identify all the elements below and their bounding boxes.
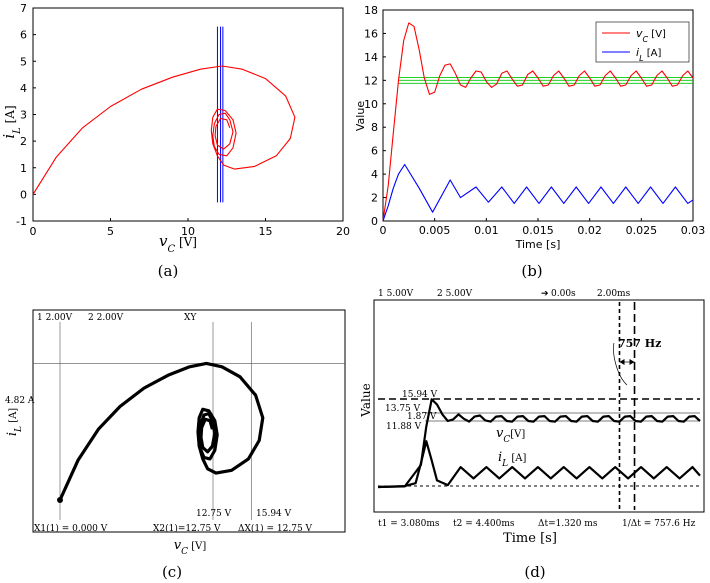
panel-c-series bbox=[57, 361, 265, 503]
panel-d-level-1188: 11.88 V bbox=[386, 422, 422, 432]
panel-a-ytick-label: 7 bbox=[20, 2, 27, 15]
panel-b-series bbox=[382, 22, 694, 222]
panel-a-series bbox=[32, 26, 296, 203]
panel-d-header-ch2: 2 5.00V bbox=[437, 289, 473, 299]
panel-c-ylabel: iL [A] bbox=[5, 408, 24, 436]
panel-b-ytick-label: 6 bbox=[371, 145, 378, 158]
panel-b-legend-box bbox=[595, 21, 690, 63]
panel-a-caption: (a) bbox=[158, 262, 179, 280]
panel-d-guides bbox=[378, 302, 700, 510]
panel-a-ytick-label: 2 bbox=[20, 135, 27, 148]
panel-d-level-1375: 13.75 V bbox=[385, 404, 421, 414]
panel-a-ytick-label: 5 bbox=[20, 55, 27, 68]
panel-b-il-line bbox=[382, 163, 694, 222]
panel-a-ytick-label: 0 bbox=[20, 188, 27, 201]
panel-c-xy-trace bbox=[58, 361, 265, 501]
panel-a-xtick-label: 10 bbox=[181, 225, 195, 238]
panel-c-x1-label: X1(1) = 0.000 V bbox=[34, 523, 108, 534]
panel-a-xtick-label: 5 bbox=[107, 225, 114, 238]
panel-d-frame bbox=[373, 299, 705, 513]
panel-c-ycursor-label: 4.82 A bbox=[5, 396, 35, 406]
panel-b: 0 0.005 0.01 0.015 0.02 0.025 0.03 0 2 4 6 8 10 12 14 1… bbox=[354, 4, 705, 280]
panel-b-ytick-label: 18 bbox=[364, 4, 378, 17]
panel-b-ytick-label: 8 bbox=[371, 121, 378, 134]
panel-b-caption: (b) bbox=[521, 262, 542, 280]
panel-b-xtick-label: 0.025 bbox=[626, 224, 658, 237]
panel-a-ytick-label: 6 bbox=[20, 29, 27, 42]
panel-b-xtick-label: 0 bbox=[380, 224, 387, 237]
panel-b-ytick-label: 2 bbox=[371, 192, 378, 205]
panel-a-xlabel: vC [V] bbox=[159, 232, 197, 255]
panel-c-caption: (c) bbox=[162, 563, 182, 581]
panel-b-xtick-label: 0.03 bbox=[681, 224, 706, 237]
panel-d: 1 5.00V 2 5.00V ➔ 0.00s 2.00ms 757 Hz 15… bbox=[359, 289, 705, 581]
panel-c-xlabel: vC [V] bbox=[174, 538, 207, 557]
legend-label-vc: vC [V] bbox=[636, 27, 666, 44]
panel-d-caption: (d) bbox=[524, 563, 545, 581]
panel-d-period-arrowheads bbox=[619, 359, 635, 365]
panel-d-il-label: iL [A] bbox=[498, 450, 526, 469]
panel-b-xtick-label: 0.01 bbox=[474, 224, 499, 237]
panel-d-vc-label: vC[V] bbox=[496, 426, 525, 445]
panel-a-xtick-label: 20 bbox=[336, 225, 350, 238]
panel-a-xtick-label: 15 bbox=[259, 225, 273, 238]
panel-c-trace-start bbox=[57, 497, 63, 503]
panel-c: 1 2.00V 2 2.00V XY 4.82 A 12.75 V 15.94 … bbox=[5, 309, 346, 581]
panel-d-footer-dt: Δt=1.320 ms bbox=[538, 519, 598, 529]
panel-b-xtick-label: 0.005 bbox=[419, 224, 451, 237]
panel-b-ytick-label: 4 bbox=[371, 168, 378, 181]
panel-d-il-trace bbox=[377, 440, 701, 489]
panel-d-freq-leader bbox=[613, 342, 628, 386]
panel-a-ylabel: iL [A] bbox=[0, 105, 23, 138]
panel-d-header-delay: 0.00s bbox=[551, 289, 576, 299]
panel-d-footer-t2: t2 = 4.400ms bbox=[453, 519, 515, 529]
legend-label-il: iL [A] bbox=[636, 46, 661, 63]
panel-b-ylabel: Value bbox=[354, 101, 367, 131]
panel-d-header-timebase: 2.00ms bbox=[597, 289, 631, 299]
panel-d-freq-label: 757 Hz bbox=[618, 337, 661, 350]
panel-d-footer-t1: t1 = 3.080ms bbox=[378, 519, 440, 529]
panel-b-xtick-label: 0.02 bbox=[577, 224, 602, 237]
panel-a-ytick-label: 4 bbox=[20, 82, 27, 95]
panel-d-level-187: 1.87 V bbox=[407, 412, 437, 422]
panel-b-ytick-label: 10 bbox=[364, 98, 378, 111]
panel-a-ytick-label: 3 bbox=[20, 109, 27, 122]
panel-d-footer-freq: 1/Δt = 757.6 Hz bbox=[622, 519, 696, 529]
panel-a-ytick-label: -1 bbox=[16, 215, 27, 228]
panel-b-ytick-label: 14 bbox=[364, 51, 378, 64]
panel-d-trigger-arrow: ➔ bbox=[541, 289, 549, 299]
panel-b-ytick-label: 12 bbox=[364, 74, 378, 87]
panel-a-phase-trajectory bbox=[32, 65, 296, 195]
panel-b-vc-line bbox=[382, 22, 694, 222]
panel-c-c2-label: 15.94 V bbox=[256, 509, 292, 519]
panel-b-ytick-label: 0 bbox=[371, 215, 378, 228]
panel-b-ytick-label: 16 bbox=[364, 27, 378, 40]
panel-c-x2-label: X2(1)=12.75 V bbox=[153, 523, 221, 534]
panel-a-ytick-label: 1 bbox=[20, 162, 27, 175]
panel-c-c1-label: 12.75 V bbox=[196, 509, 232, 519]
panel-a-frame bbox=[32, 7, 344, 222]
panel-b-xtick-label: 0.015 bbox=[522, 224, 554, 237]
panel-d-header-ch1: 1 5.00V bbox=[378, 289, 414, 299]
panel-c-header-mode: XY bbox=[184, 313, 197, 323]
panel-c-dx-label: ΔX(1) = 12.75 V bbox=[238, 523, 313, 534]
panel-c-frame bbox=[32, 309, 346, 533]
panel-d-ylabel: Value bbox=[359, 383, 373, 417]
panel-d-xlabel: Time [s] bbox=[503, 531, 557, 546]
panel-a-xtick-label: 0 bbox=[30, 225, 37, 238]
panel-b-ticks: 0 0.005 0.01 0.015 0.02 0.025 0.03 0 2 4 6 8 10 12 14 1… bbox=[364, 4, 705, 237]
panel-c-cursors bbox=[33, 322, 345, 520]
panel-b-xlabel: Time [s] bbox=[515, 238, 561, 251]
panel-c-header-ch2: 2 2.00V bbox=[88, 313, 124, 323]
panel-d-level-1594: 15.94 V bbox=[402, 390, 438, 400]
panel-c-header-ch1: 1 2.00V bbox=[37, 313, 73, 323]
panel-d-vc-trace bbox=[377, 398, 701, 489]
panel-d-series bbox=[377, 398, 701, 489]
